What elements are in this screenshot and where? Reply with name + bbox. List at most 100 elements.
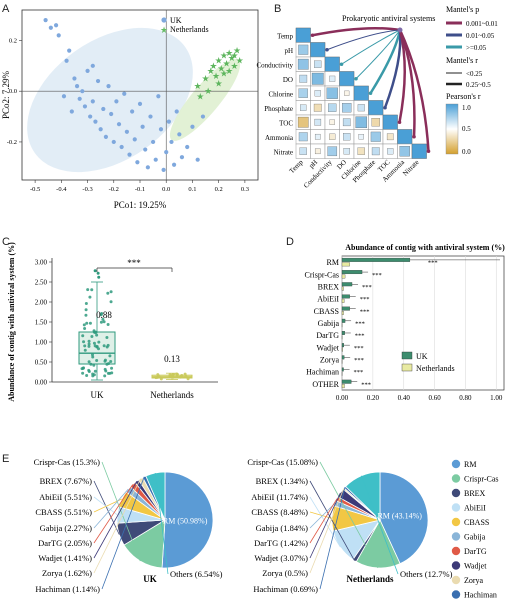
bar-netherlands [341, 298, 345, 303]
significance-label: *** [360, 296, 370, 303]
uk-point [122, 91, 127, 96]
variable-label-row: DO [283, 76, 293, 84]
pie-legend-label: Gabija [464, 533, 486, 542]
uk-sample-point [84, 308, 88, 312]
bar-uk [341, 318, 346, 323]
uk-sample-point [87, 344, 91, 348]
category-label: Gabija [318, 319, 340, 328]
bar-uk [341, 270, 363, 275]
pie-label: AbiEiI (11.74%) [251, 492, 308, 502]
correlation-square [298, 132, 308, 142]
category-label: OTHER [312, 380, 339, 389]
netherlands-sample-point [179, 375, 183, 379]
uk-point [161, 167, 166, 172]
uk-point [185, 144, 190, 150]
netherlands-point: ★ [230, 51, 238, 61]
panel-d-xtick-label: 1.00 [490, 394, 503, 402]
mantel-link-end [339, 62, 344, 67]
pie-netherlands-title: Netherlands [347, 574, 394, 584]
mantel-link [369, 29, 402, 94]
uk-outlier-point [96, 271, 100, 275]
legend-netherlands-label: Netherlands [170, 25, 209, 34]
panel-c-ytick-label: 0.00 [35, 379, 48, 387]
panel-d-title: Abundance of contig with antiviral syste… [345, 243, 505, 252]
mantel-link [355, 29, 401, 80]
uk-sample-point [106, 323, 110, 327]
legend-uk-marker [161, 17, 167, 23]
uk-point [190, 124, 195, 129]
netherlands-point: ★ [228, 53, 236, 63]
uk-sample-point [82, 323, 86, 327]
uk-point [127, 152, 132, 157]
netherlands-point: ★ [225, 48, 233, 58]
category-label: Zorya [320, 356, 340, 365]
netherlands-point: ★ [220, 51, 228, 61]
uk-point [88, 114, 93, 119]
netherlands-point: ★ [225, 66, 233, 76]
panel-d-xtick-label: 0.80 [459, 394, 472, 402]
correlation-square [342, 118, 351, 127]
mantel-r-label-1: <0.25 [466, 70, 483, 78]
uk-sample-point [93, 369, 97, 373]
netherlands-point: ★ [217, 63, 225, 73]
pie-uk-title: UK [143, 574, 157, 584]
uk-point [98, 127, 103, 132]
legend-netherlands-swatch-d [401, 363, 413, 372]
pie-label: Wadjet (3.07%) [254, 553, 308, 563]
netherlands-point: ★ [209, 61, 217, 71]
uk-point [143, 147, 148, 152]
panel-letter-a: A [2, 3, 10, 15]
uk-point [200, 114, 206, 119]
mantel-p-label-2: 0.01~0.05 [466, 32, 495, 40]
pie-label: CBASS (8.48%) [251, 507, 308, 517]
pie-label: Zorya (0.5%) [262, 568, 308, 578]
uk-point [72, 76, 77, 81]
panel-a-xtick-label: -0.4 [56, 186, 67, 193]
variable-label-row: Temp [277, 32, 293, 40]
bar-uk [341, 282, 353, 287]
uk-sample-point [101, 317, 105, 321]
netherlands-sample-point [156, 373, 160, 377]
bar-netherlands [341, 286, 344, 291]
panel-c-boxplot: 0.00 0.50 1.00 1.50 2.00 2.50 3.00 *** 0.88 0.… [7, 242, 218, 402]
uk-point [106, 84, 111, 89]
uk-sample-point [106, 291, 110, 295]
uk-sample-point [81, 371, 85, 375]
correlation-square [339, 71, 355, 87]
correlation-square [387, 148, 394, 155]
uk-point [179, 155, 185, 160]
uk-point [174, 109, 179, 114]
pie-label: Gabija (1.84%) [256, 523, 309, 533]
correlation-square [386, 133, 394, 141]
correlation-square [370, 131, 381, 142]
pie-legend-swatch [451, 561, 461, 570]
panel-c-ytick-label: 1.50 [35, 319, 48, 327]
mantel-link [398, 29, 430, 152]
significance-label: *** [355, 321, 365, 328]
pie-leader-line [309, 502, 336, 529]
mantel-link-end [310, 33, 315, 38]
pie-label: CBASS (5.51%) [35, 507, 92, 517]
pie-legend-label: Crispr-Cas [464, 475, 499, 484]
panel-letter-e: E [2, 453, 9, 465]
pie-leader-line [93, 488, 129, 529]
pie-leader-line [309, 498, 338, 544]
netherlands-confidence-ellipse [169, 59, 241, 141]
category-label-netherlands: Netherlands [150, 390, 194, 400]
uk-point [140, 124, 145, 129]
significance-label: *** [354, 369, 364, 376]
bar-netherlands [341, 274, 346, 279]
panel-b-correlation: TempTemppHpHConductivityConductivityDODO… [256, 5, 498, 190]
uk-sample-point [91, 355, 95, 359]
mantel-link-end [397, 120, 402, 125]
pie-leader-line [309, 496, 341, 548]
variable-label-col: pH [307, 158, 319, 170]
pie-leader-line [101, 476, 145, 590]
netherlands-point: ★ [212, 71, 220, 81]
panel-d-xtick-label: 0.00 [336, 394, 349, 402]
netherlands-point: ★ [222, 58, 230, 68]
uk-sample-point [109, 300, 113, 304]
mantel-r-title: Mantel's r [446, 56, 478, 65]
uk-point [103, 134, 109, 139]
uk-point [48, 25, 53, 30]
